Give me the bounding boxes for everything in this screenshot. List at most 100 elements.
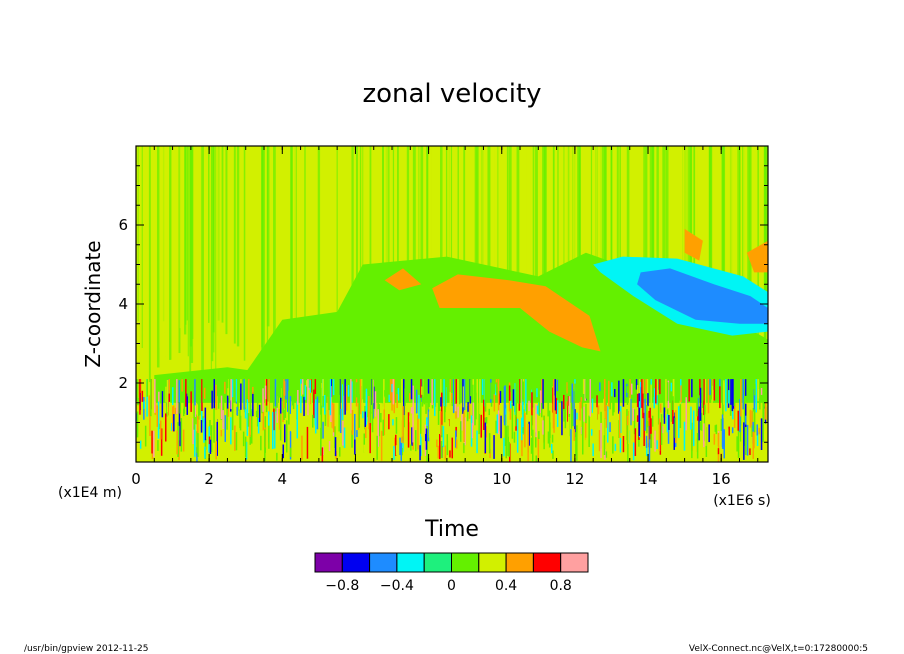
heat-turbulence <box>652 379 654 398</box>
heat-turbulence <box>495 420 497 434</box>
heat-turbulence <box>322 395 324 407</box>
colorbar-swatch <box>505 552 534 573</box>
heat-turbulence <box>528 421 530 446</box>
heat-turbulence <box>588 382 590 399</box>
heat-turbulence <box>503 437 505 457</box>
heat-turbulence <box>751 379 753 392</box>
heat-turbulence <box>647 393 649 407</box>
heat-turbulence <box>517 379 520 404</box>
heat-turbulence <box>301 379 304 395</box>
heat-turbulence <box>523 407 525 435</box>
heat-streak <box>210 146 212 378</box>
heat-turbulence <box>210 403 212 414</box>
heat-turbulence <box>612 379 614 416</box>
heat-streak <box>355 146 358 352</box>
heat-turbulence <box>383 397 385 436</box>
heat-turbulence <box>444 379 446 413</box>
heat-streak <box>730 146 734 338</box>
heat-turbulence <box>480 414 482 438</box>
heat-turbulence <box>419 398 422 418</box>
heat-turbulence <box>619 411 621 438</box>
heat-streak <box>643 146 645 366</box>
heat-turbulence <box>160 389 162 404</box>
x-tick-label: 2 <box>204 470 214 488</box>
heat-turbulence <box>314 379 317 394</box>
heat-turbulence <box>646 379 649 405</box>
heat-streak <box>494 146 498 332</box>
heat-turbulence <box>481 379 484 395</box>
heat-turbulence <box>733 379 736 406</box>
heat-turbulence <box>632 442 635 461</box>
heat-streak <box>282 146 284 383</box>
heat-turbulence <box>437 386 439 399</box>
heat-turbulence <box>467 379 470 401</box>
heat-turbulence <box>289 431 292 460</box>
heat-turbulence <box>259 379 262 393</box>
heat-turbulence <box>463 411 465 442</box>
heat-streak <box>263 146 265 353</box>
heat-turbulence <box>144 425 147 447</box>
heat-streak <box>463 146 466 336</box>
heat-turbulence <box>196 447 198 462</box>
heat-turbulence <box>507 425 509 456</box>
heat-turbulence <box>499 391 502 403</box>
heat-turbulence <box>401 447 403 456</box>
heat-streak <box>704 146 706 363</box>
heat-turbulence <box>693 410 695 447</box>
heat-turbulence <box>427 379 430 394</box>
heat-turbulence <box>410 379 413 400</box>
heat-streak <box>487 146 491 325</box>
heat-turbulence <box>697 405 699 421</box>
heat-turbulence <box>503 386 506 423</box>
heat-streak <box>136 146 138 332</box>
heat-streak <box>290 146 292 341</box>
heat-turbulence <box>722 418 724 449</box>
heat-turbulence <box>379 421 381 446</box>
heat-turbulence <box>392 419 394 426</box>
heat-turbulence <box>440 411 442 436</box>
heat-turbulence <box>439 434 441 460</box>
heat-turbulence <box>322 446 324 456</box>
heat-turbulence <box>400 442 402 461</box>
heat-turbulence <box>304 385 307 400</box>
heat-turbulence <box>181 379 183 392</box>
heat-turbulence <box>468 403 471 419</box>
heat-turbulence <box>339 408 342 433</box>
heat-streak <box>742 146 746 373</box>
heat-turbulence <box>363 433 365 453</box>
heat-streak <box>663 146 667 321</box>
heat-turbulence <box>600 423 602 458</box>
heat-streak <box>719 146 722 357</box>
heat-turbulence <box>224 415 226 442</box>
heat-turbulence <box>626 386 628 393</box>
heat-turbulence <box>343 379 345 396</box>
heat-turbulence <box>597 405 600 415</box>
heat-turbulence <box>744 379 747 396</box>
heat-turbulence <box>485 426 487 438</box>
heat-streak <box>156 146 160 368</box>
heat-turbulence <box>428 400 430 408</box>
heat-streak <box>580 146 583 336</box>
heat-turbulence <box>437 394 440 425</box>
heat-turbulence <box>411 427 413 446</box>
heat-turbulence <box>369 379 372 414</box>
heat-turbulence <box>284 402 287 418</box>
heat-streak <box>668 146 670 352</box>
heat-turbulence <box>470 379 472 397</box>
heat-region-positive-edge <box>746 240 768 273</box>
heat-turbulence <box>653 416 656 423</box>
heat-turbulence <box>479 379 481 414</box>
heat-turbulence <box>303 396 305 416</box>
heat-turbulence <box>361 379 364 411</box>
heat-turbulence <box>194 401 196 417</box>
heat-streak <box>600 146 603 364</box>
heat-turbulence <box>656 387 658 405</box>
y-tick-label: 2 <box>118 374 128 392</box>
heat-turbulence <box>198 400 200 420</box>
heat-turbulence <box>522 381 524 402</box>
heat-turbulence <box>351 430 353 448</box>
heat-turbulence <box>220 395 223 420</box>
heat-turbulence <box>171 423 173 431</box>
heat-turbulence <box>645 435 648 448</box>
